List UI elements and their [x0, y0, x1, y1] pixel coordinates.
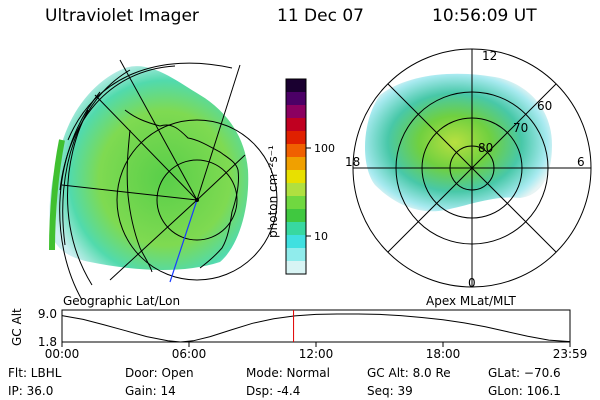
mlat-label-80: 80: [478, 141, 493, 155]
mlt-label-0: 0: [468, 276, 476, 290]
series-line: [61, 313, 571, 343]
mlat-label-60: 60: [537, 99, 552, 113]
colorbar-segment: [286, 105, 306, 119]
time-label: 10:56:09 UT: [432, 6, 537, 26]
colorbar-segment: [286, 118, 306, 132]
door-label: Door: Open: [125, 366, 194, 380]
y-tick-label: 1.8: [38, 335, 57, 349]
colorbar-segment: [286, 183, 306, 197]
x-tick-label: 00:00: [45, 347, 80, 361]
instrument-title: Ultraviolet Imager: [45, 6, 199, 26]
y-tick-label: 9.0: [38, 307, 57, 321]
ip-label: IP: 36.0: [8, 384, 54, 398]
mlt-label-6: 6: [577, 155, 585, 169]
colorbar-tick-label-100: 100: [314, 142, 335, 155]
glat-label: GLat: −70.6: [488, 366, 561, 380]
seq-label: Seq: 39: [367, 384, 413, 398]
mlt-label-18: 18: [345, 155, 360, 169]
x-tick-label: 23:59: [553, 347, 588, 361]
x-tick-label: 06:00: [172, 347, 207, 361]
dayside-glow: [49, 139, 65, 251]
colorbar-segment: [286, 131, 306, 145]
mlat-label-70: 70: [513, 121, 528, 135]
colorbar-segment: [286, 92, 306, 106]
colorbar-label: photon cm⁻²s⁻¹: [266, 145, 280, 238]
auroral-oval: [364, 73, 552, 212]
gc-alt-label: GC Alt: 8.0 Re: [367, 366, 451, 380]
colorbar-segment: [286, 209, 306, 223]
emission-region-left: [49, 66, 249, 270]
colorbar-segment: [286, 144, 306, 158]
gain-label: Gain: 14: [125, 384, 176, 398]
mode-label: Mode: Normal: [246, 366, 330, 380]
left-map-caption: Geographic Lat/Lon: [63, 294, 180, 308]
date-label: 11 Dec 07: [277, 6, 364, 26]
right-map-caption: Apex MLat/MLT: [426, 294, 516, 308]
filter-label: Flt: LBHL: [8, 366, 62, 380]
magnetic-map: [352, 48, 592, 288]
coastline: [124, 109, 239, 273]
mlt-label-12: 12: [482, 49, 497, 63]
dsp-label: Dsp: -4.4: [246, 384, 301, 398]
colorbar-segment: [286, 157, 306, 171]
colorbar-segment: [286, 196, 306, 210]
colorbar-segment: [286, 261, 306, 275]
geographic-map: [49, 59, 278, 301]
colorbar-tick-label-10: 10: [314, 230, 328, 243]
colorbar-segment: [286, 79, 306, 93]
colorbar-segment: [286, 235, 306, 249]
colorbar-segment: [286, 222, 306, 236]
glon-label: GLon: 106.1: [488, 384, 561, 398]
x-tick-label: 12:00: [299, 347, 334, 361]
colorbar-segment: [286, 170, 306, 184]
y-axis-label: GC Alt: [10, 308, 24, 346]
colorbar-frame: [285, 78, 307, 275]
altitude-chart: 00:00 06:00 12:00 18:00 23:59 9.0 1.8 GC Alt: [10, 307, 587, 361]
colorbar-segment: [286, 248, 306, 262]
colorbar: [286, 79, 306, 275]
x-tick-label: 18:00: [426, 347, 461, 361]
